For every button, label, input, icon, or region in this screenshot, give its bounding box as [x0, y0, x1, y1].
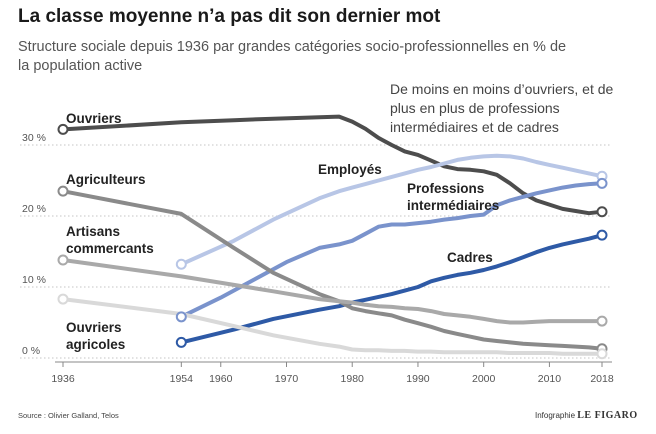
series-line-agriculteurs [61, 189, 604, 351]
y-tick-label: 20 % [22, 203, 46, 215]
end-marker-cadres [596, 229, 608, 241]
source-note: Source : Olivier Galland, Telos [18, 411, 119, 420]
x-tick-label: 1960 [209, 373, 233, 385]
x-tick-label: 1936 [51, 373, 75, 385]
end-marker-artisans-commercants [596, 315, 608, 327]
series-label: Employés [318, 162, 382, 177]
x-tick-label: 2018 [590, 373, 614, 385]
y-tick-label: 10 % [22, 274, 46, 286]
series-line-artisans-commercants [61, 258, 604, 325]
end-marker-ouvriers [596, 206, 608, 218]
brand-logo: LE FIGARO [577, 410, 638, 421]
series-label: Ouvriers agricoles [66, 320, 125, 352]
series-label: Professions intermédiaires [407, 181, 499, 213]
series-label: Ouvriers [66, 111, 122, 126]
credit-prefix: Infographie [535, 411, 576, 420]
start-marker-artisans-commercants [57, 254, 69, 266]
series-markers [57, 123, 608, 360]
y-tick-label: 0 % [22, 345, 40, 357]
x-tick-label: 1980 [341, 373, 365, 385]
y-tick-label: 30 % [22, 132, 46, 144]
series-line-employes [179, 153, 604, 267]
end-marker-ouvriers-agricoles [596, 348, 608, 360]
series-labels: Ouvriers Employés Professions intermédiaire… [66, 111, 499, 352]
x-axis: 1936 1954 1960 1970 1980 1990 2000 2010 2018 [51, 361, 614, 385]
x-tick-label: 1970 [275, 373, 299, 385]
start-marker-employes [175, 258, 187, 270]
chart-subtitle: Structure sociale depuis 1936 par grande… [18, 39, 567, 74]
series-label: Cadres [447, 250, 493, 265]
chart-title: La classe moyenne n’a pas dit son dernie… [18, 6, 441, 27]
series-lines [61, 114, 604, 356]
series-line-professions-intermediaires [179, 181, 604, 319]
series-line-cadres [179, 233, 604, 345]
start-marker-agriculteurs [57, 185, 69, 197]
start-marker-cadres [175, 336, 187, 348]
x-tick-label: 1990 [406, 373, 430, 385]
credit: Infographie LE FIGARO [535, 410, 638, 421]
start-marker-ouvriers [57, 123, 69, 135]
grid: 0 % 10 % 20 % 30 % [20, 132, 610, 359]
series-line-ouvriers-agricoles [61, 297, 604, 356]
start-marker-ouvriers-agricoles [57, 293, 69, 305]
x-tick-label: 2010 [538, 373, 562, 385]
end-marker-professions-intermediaires [596, 177, 608, 189]
chart-annotation: De moins en moins d’ouvriers, et de plus… [390, 81, 614, 135]
start-marker-professions-intermediaires [175, 311, 187, 323]
x-tick-label: 2000 [472, 373, 496, 385]
series-label: Agriculteurs [66, 172, 146, 187]
series-label: Artisans commercants [66, 224, 154, 256]
x-tick-label: 1954 [170, 373, 194, 385]
